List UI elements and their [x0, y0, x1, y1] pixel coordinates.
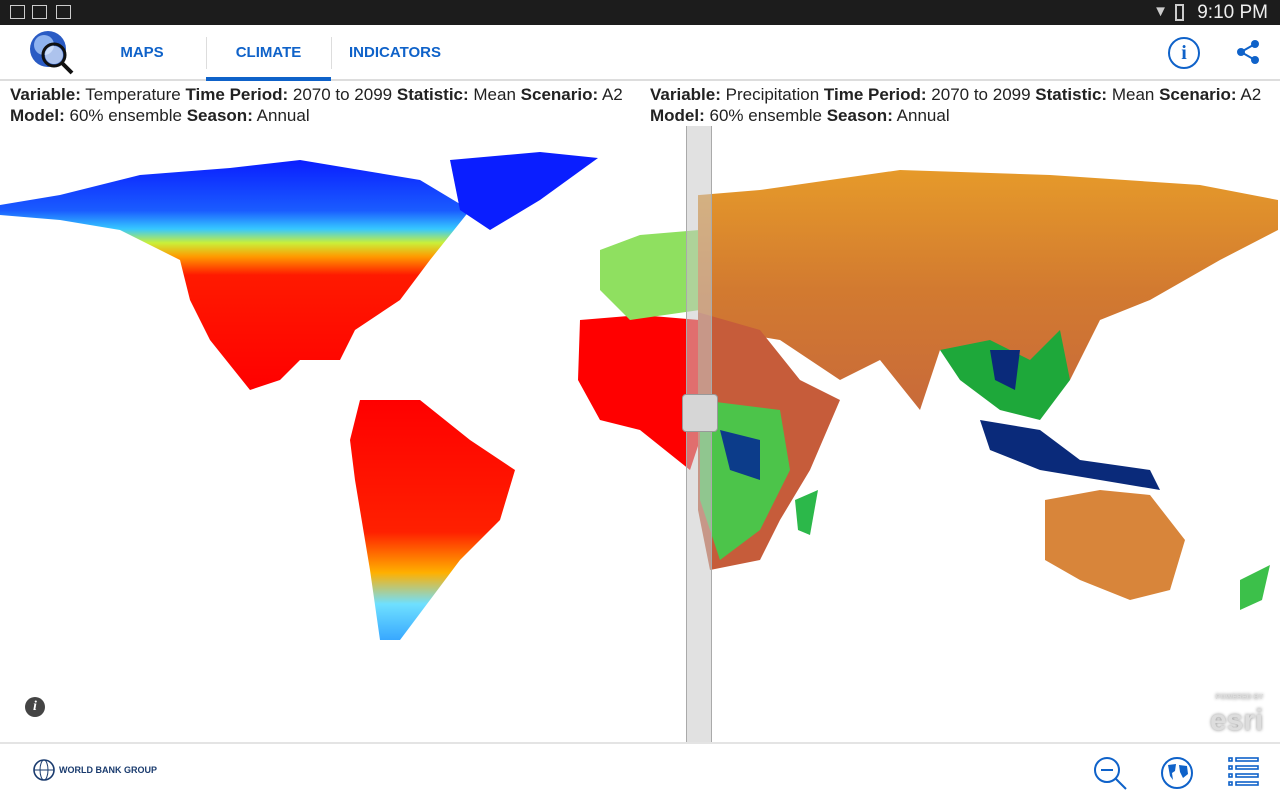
label: Variable: — [10, 85, 81, 104]
season-value: Annual — [896, 106, 950, 125]
tab-climate[interactable]: CLIMATE — [206, 25, 331, 81]
variable-value: Precipitation — [725, 85, 820, 104]
statistic-value: Mean — [1111, 85, 1155, 104]
app-logo-icon — [30, 31, 74, 75]
tab-divider — [331, 37, 332, 69]
globe-icon[interactable] — [1160, 756, 1194, 790]
map-info-button[interactable]: i — [25, 697, 45, 717]
powered-by-text: POWERED BY — [1215, 694, 1264, 701]
info-button[interactable]: i — [1168, 37, 1200, 69]
world-bank-logo: WORLD BANK GROUP — [32, 758, 157, 782]
bottom-bar: WORLD BANK GROUP — [0, 742, 1280, 800]
right-map-description: Variable: Precipitation Time Period: 207… — [650, 84, 1270, 126]
label: Statistic: — [1035, 85, 1108, 104]
esri-attribution: POWERED BY esri — [1210, 693, 1263, 739]
model-value: 60% ensemble — [69, 106, 182, 125]
model-value: 60% ensemble — [709, 106, 822, 125]
season-value: Annual — [256, 106, 310, 125]
label: Model: — [650, 106, 705, 125]
label: Model: — [10, 106, 65, 125]
label: Scenario: — [520, 85, 599, 104]
label: Season: — [186, 106, 253, 125]
left-map-description: Variable: Temperature Time Period: 2070 … — [10, 84, 630, 126]
tab-indicators[interactable]: INDICATORS — [349, 44, 441, 61]
brand-text: WORLD BANK GROUP — [59, 765, 157, 775]
swipe-divider[interactable] — [686, 126, 712, 742]
variable-value: Temperature — [85, 85, 181, 104]
status-bar: ▼ 9:10 PM — [0, 0, 1280, 25]
gallery-icon — [10, 5, 25, 19]
temperature-map — [0, 152, 698, 640]
app-bar: MAPS CLIMATE INDICATORS i — [0, 25, 1280, 81]
world-bank-globe-icon — [33, 759, 55, 781]
scenario-value: A2 — [601, 85, 623, 104]
list-icon[interactable] — [1228, 756, 1260, 786]
label: Scenario: — [1159, 85, 1237, 104]
label: Time Period: — [823, 85, 927, 104]
share-icon[interactable] — [1236, 39, 1260, 65]
clock: 9:10 PM — [1197, 2, 1268, 23]
battery-icon — [1175, 4, 1184, 21]
scenario-value: A2 — [1240, 85, 1262, 104]
label: Variable: — [650, 85, 721, 104]
esri-logo: esri — [1210, 704, 1264, 737]
map-canvas[interactable] — [0, 126, 1280, 742]
swipe-handle[interactable] — [682, 394, 718, 432]
label: Statistic: — [396, 85, 469, 104]
period-value: 2070 to 2099 — [931, 85, 1031, 104]
download-done-icon — [56, 5, 71, 19]
period-value: 2070 to 2099 — [292, 85, 393, 104]
label: Time Period: — [185, 85, 289, 104]
tab-maps[interactable]: MAPS — [120, 44, 164, 61]
label: Season: — [826, 106, 893, 125]
email-icon — [32, 5, 47, 19]
statistic-value: Mean — [473, 85, 516, 104]
precipitation-map — [698, 170, 1278, 610]
tab-divider — [206, 37, 207, 69]
wifi-icon: ▼ — [1153, 3, 1168, 20]
zoom-out-icon[interactable] — [1092, 756, 1128, 790]
